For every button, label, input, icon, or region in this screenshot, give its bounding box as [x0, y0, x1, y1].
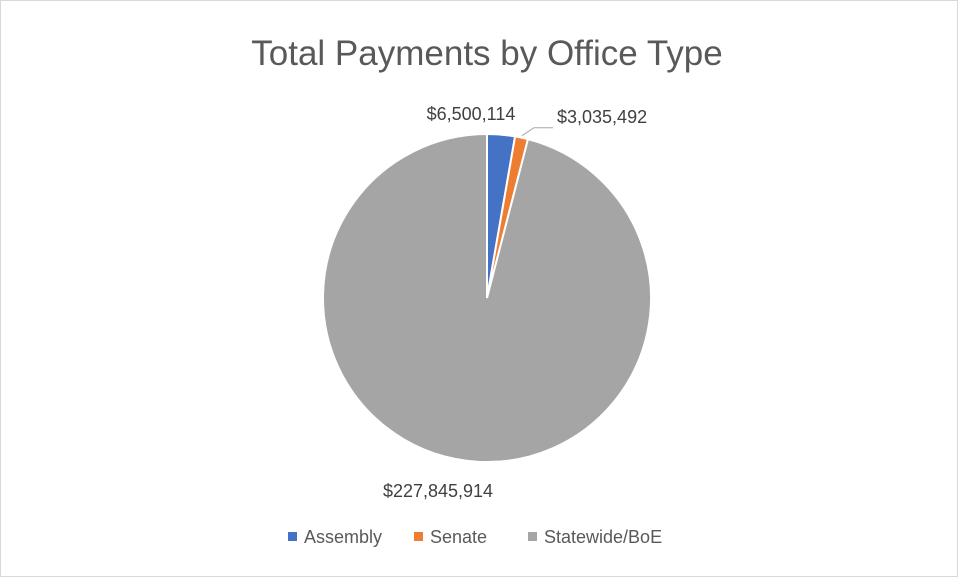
- pie-slice-statewide-boe: [322, 132, 652, 463]
- data-label: $227,845,914: [383, 481, 493, 501]
- legend-label: Assembly: [304, 527, 382, 547]
- legend-swatch: [288, 532, 297, 541]
- pie-slices: [322, 132, 652, 463]
- data-label: $6,500,114: [427, 104, 516, 124]
- leader-line: [521, 127, 553, 137]
- data-labels: $6,500,114 $3,035,492 $227,845,914: [383, 104, 647, 501]
- legend-swatch: [414, 532, 423, 541]
- leader-lines: [521, 127, 553, 137]
- legend-label: Senate: [430, 527, 487, 547]
- legend-label: Statewide/BoE: [544, 527, 662, 547]
- legend-item: Statewide/BoE: [528, 527, 662, 547]
- data-label: $3,035,492: [557, 107, 647, 127]
- legend-swatch: [528, 532, 537, 541]
- legend-item: Senate: [414, 527, 487, 547]
- legend: Assembly Senate Statewide/BoE: [288, 527, 662, 547]
- legend-item: Assembly: [288, 527, 382, 547]
- chart-title: Total Payments by Office Type: [251, 34, 722, 73]
